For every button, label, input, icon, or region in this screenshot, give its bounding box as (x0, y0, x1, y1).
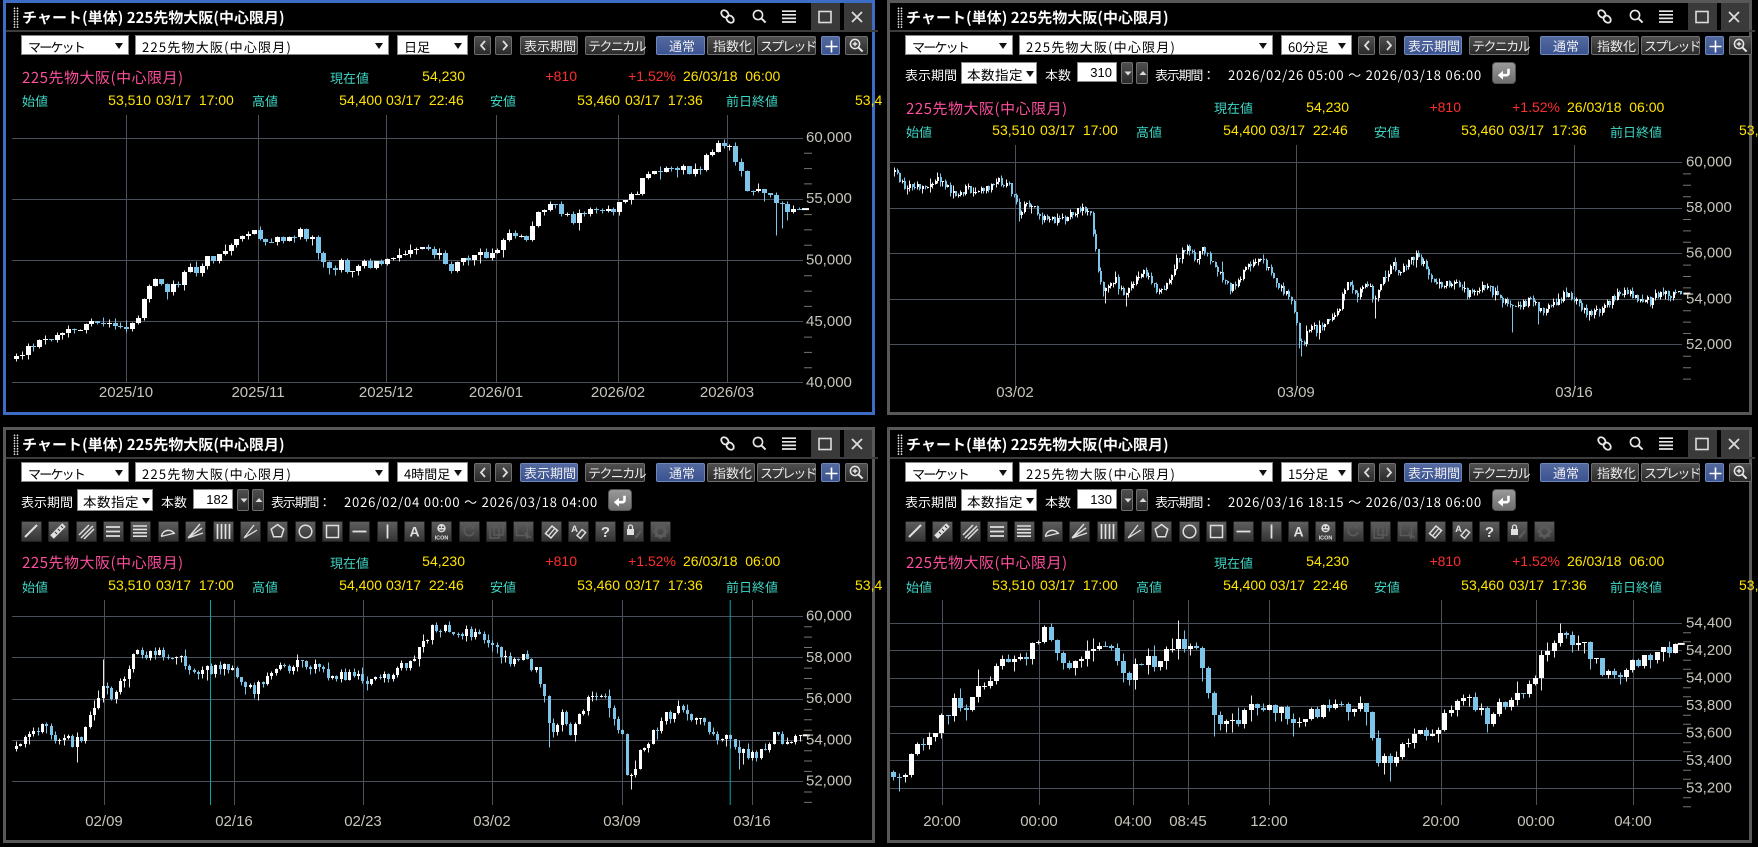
svg-text:58,000: 58,000 (1686, 199, 1732, 216)
svg-text:02/16: 02/16 (215, 813, 253, 830)
svg-text:58,000: 58,000 (806, 649, 852, 666)
svg-text:2025/12: 2025/12 (359, 384, 413, 401)
svg-text:A: A (409, 524, 419, 540)
svg-text:56,000: 56,000 (1686, 245, 1732, 262)
svg-text:03/16: 03/16 (733, 813, 771, 830)
svg-text:ICON: ICON (435, 536, 449, 542)
svg-text:2025/11: 2025/11 (231, 384, 284, 401)
svg-text:54,400: 54,400 (1686, 615, 1732, 632)
svg-text:54,200: 54,200 (1686, 642, 1732, 659)
svg-text:?: ? (601, 524, 610, 541)
svg-text:A: A (1455, 524, 1462, 535)
svg-text:53,600: 53,600 (1686, 725, 1732, 742)
svg-text:03/16: 03/16 (1555, 384, 1593, 401)
svg-text:02/09: 02/09 (85, 813, 123, 830)
svg-text:53,400: 53,400 (1686, 752, 1732, 769)
svg-text:53,200: 53,200 (1686, 780, 1732, 797)
svg-text:04:00: 04:00 (1614, 813, 1652, 830)
svg-text:04:00: 04:00 (1114, 813, 1152, 830)
svg-text:2026/01: 2026/01 (469, 384, 523, 401)
svg-text:2025/10: 2025/10 (99, 384, 153, 401)
svg-text:ICON: ICON (1319, 536, 1333, 542)
svg-text:50,000: 50,000 (806, 252, 852, 269)
svg-text:2026/03: 2026/03 (700, 384, 754, 401)
svg-text:00:00: 00:00 (1020, 813, 1058, 830)
svg-text:A: A (1293, 524, 1303, 540)
svg-text:45,000: 45,000 (806, 313, 852, 330)
svg-text:20:00: 20:00 (1422, 813, 1460, 830)
svg-text:53,800: 53,800 (1686, 697, 1732, 714)
svg-text:60,000: 60,000 (806, 129, 852, 146)
svg-text:40,000: 40,000 (806, 374, 852, 391)
svg-text:60,000: 60,000 (1686, 154, 1732, 171)
svg-text:54,000: 54,000 (806, 731, 852, 748)
svg-text:20:00: 20:00 (923, 813, 961, 830)
svg-text:55,000: 55,000 (806, 190, 852, 207)
svg-text:08:45: 08:45 (1169, 813, 1207, 830)
svg-text:02/23: 02/23 (344, 813, 382, 830)
svg-text:54,000: 54,000 (1686, 290, 1732, 307)
svg-text:56,000: 56,000 (806, 690, 852, 707)
svg-text:12:00: 12:00 (1250, 813, 1288, 830)
svg-text:2026/02: 2026/02 (591, 384, 645, 401)
svg-text:60,000: 60,000 (806, 608, 852, 625)
svg-text:52,000: 52,000 (1686, 336, 1732, 353)
svg-text:52,000: 52,000 (806, 773, 852, 790)
svg-text:?: ? (1485, 524, 1494, 541)
svg-text:03/02: 03/02 (996, 384, 1034, 401)
svg-text:54,000: 54,000 (1686, 670, 1732, 687)
svg-text:03/09: 03/09 (1277, 384, 1315, 401)
svg-text:A: A (571, 524, 578, 535)
svg-text:03/02: 03/02 (473, 813, 511, 830)
svg-text:03/09: 03/09 (603, 813, 641, 830)
svg-text:00:00: 00:00 (1517, 813, 1555, 830)
